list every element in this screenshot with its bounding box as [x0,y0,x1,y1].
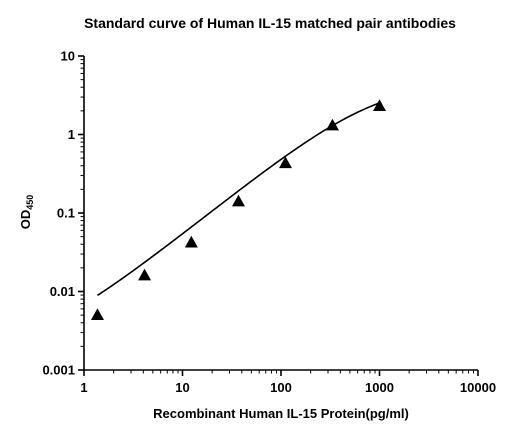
y-tick-label: 10 [61,49,75,64]
y-axis-label-subscript: 450 [25,195,35,210]
x-axis-label: Recombinant Human IL-15 Protein(pg/ml) [153,406,409,421]
data-points-group [90,99,386,321]
data-point-triangle [325,118,339,131]
x-tick-label: 100 [270,380,292,395]
y-axis-label-main: OD [18,210,33,230]
y-tick-label: 1 [68,127,75,142]
y-tick-label: 0.1 [57,206,75,221]
chart-title: Standard curve of Human IL-15 matched pa… [84,15,456,31]
data-point-triangle [373,99,386,111]
y-tick-label: 0.01 [50,284,75,299]
x-axis: 1 10 100 1000 10000 [80,369,496,395]
y-axis: 0.001 0.01 0.1 1 10 [42,49,85,378]
x-tick-label: 10 [175,380,189,395]
data-point-triangle [138,268,152,281]
x-tick-label: 1 [80,380,87,395]
y-axis-label: OD450 [18,195,35,230]
data-point-triangle [278,156,292,169]
data-point-triangle [90,308,104,321]
data-point-triangle [184,235,198,248]
y-tick-label: 0.001 [42,363,75,378]
data-point-triangle [231,194,245,207]
x-tick-label: 1000 [365,380,394,395]
x-tick-label: 10000 [460,380,496,395]
